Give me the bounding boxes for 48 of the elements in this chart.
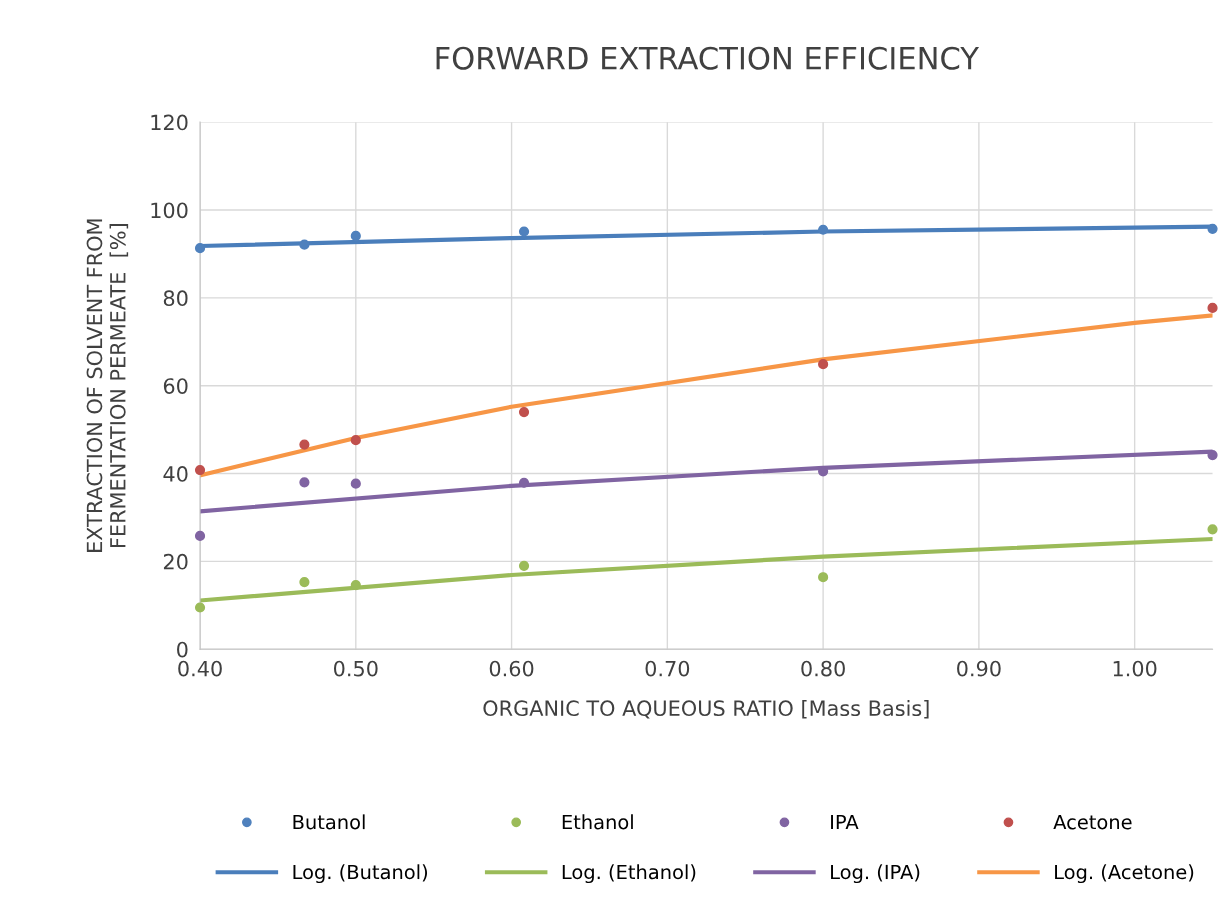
point xyxy=(350,435,361,446)
legend-label: Log. (Butanol) xyxy=(293,864,428,884)
point xyxy=(194,530,206,542)
legend-label: Butanol xyxy=(293,814,365,830)
point xyxy=(299,239,310,250)
point xyxy=(299,477,310,488)
y-tick-label: 0 xyxy=(177,641,188,658)
legend-label: Ethanol xyxy=(562,814,633,830)
x-tick-label: 0.60 xyxy=(489,660,534,677)
point xyxy=(299,439,310,450)
y-axis-title: EXTRACTION OF SOLVENT FROM FERMENTATION PERMEATE [%] xyxy=(86,219,129,552)
y-tick-label: 120 xyxy=(151,114,188,131)
y-tick-label: 60 xyxy=(163,378,188,394)
point xyxy=(299,576,310,588)
legend-label: Acetone xyxy=(1053,814,1132,830)
x-tick-label: 1.00 xyxy=(1113,660,1157,677)
x-tick-label: 0.90 xyxy=(957,660,1001,677)
point xyxy=(194,464,206,476)
y-tick-label: 20 xyxy=(163,553,188,570)
y-tick-label: 100 xyxy=(151,202,188,219)
x-axis-title: ORGANIC TO AQUEOUS RATIO [Mass Basis] xyxy=(483,699,929,719)
x-tick-label: 0.40 xyxy=(178,660,222,677)
legend-label: IPA xyxy=(831,814,859,830)
legend-label: Log. (IPA) xyxy=(831,864,920,884)
point xyxy=(818,224,829,235)
point xyxy=(194,602,206,613)
point xyxy=(1207,524,1218,535)
chart-title: FORWARD EXTRACTION EFFICIENCY xyxy=(436,46,980,70)
x-tick-label: 0.70 xyxy=(645,660,690,677)
y-tick-label: 80 xyxy=(163,290,188,307)
point xyxy=(518,560,530,571)
point xyxy=(818,572,829,583)
point xyxy=(1207,450,1218,461)
legend-label: Log. (Ethanol) xyxy=(562,864,696,884)
point xyxy=(518,477,530,488)
x-tick-label: 0.50 xyxy=(333,660,378,677)
point xyxy=(518,226,530,237)
point xyxy=(1207,302,1218,314)
point xyxy=(818,359,829,370)
point xyxy=(1207,223,1218,234)
point xyxy=(350,230,361,241)
point xyxy=(350,580,361,591)
point xyxy=(350,478,361,489)
legend-label: Log. (Acetone) xyxy=(1055,864,1194,884)
x-tick-label: 0.80 xyxy=(801,660,845,677)
point xyxy=(194,243,206,254)
point xyxy=(518,406,530,418)
y-tick-label: 40 xyxy=(163,466,188,482)
